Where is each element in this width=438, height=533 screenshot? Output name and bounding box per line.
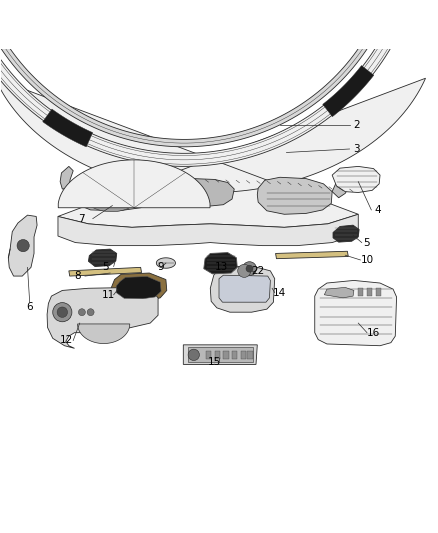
Polygon shape [58,214,358,246]
Polygon shape [58,160,210,208]
Text: 6: 6 [26,302,33,312]
Polygon shape [8,215,37,276]
Bar [206,351,211,359]
Circle shape [53,303,72,322]
Text: 8: 8 [74,271,81,281]
Polygon shape [0,78,426,228]
Text: 13: 13 [215,262,228,271]
Polygon shape [315,280,396,346]
Polygon shape [156,258,176,268]
Polygon shape [111,273,167,301]
Polygon shape [0,4,409,166]
Circle shape [17,239,29,252]
Text: 5: 5 [364,238,370,247]
Circle shape [78,309,85,316]
Text: 14: 14 [273,288,286,297]
Circle shape [188,349,199,360]
Text: 22: 22 [251,266,265,276]
Bar [376,288,381,296]
Polygon shape [116,277,161,298]
Polygon shape [0,6,388,147]
Polygon shape [88,249,117,266]
Polygon shape [172,179,234,206]
Polygon shape [184,345,257,365]
Text: 9: 9 [157,262,163,271]
Polygon shape [82,175,141,212]
Polygon shape [324,287,354,298]
Bar [358,288,364,296]
Text: 12: 12 [60,335,73,345]
Text: 10: 10 [360,255,374,265]
Circle shape [87,309,94,316]
Text: 4: 4 [374,205,381,215]
Circle shape [238,264,251,277]
Text: 11: 11 [101,290,115,300]
Polygon shape [43,109,93,147]
Bar [223,351,229,359]
Polygon shape [69,268,141,276]
Text: 2: 2 [353,120,360,130]
Polygon shape [69,175,154,211]
Polygon shape [333,225,359,242]
Text: 3: 3 [353,144,360,154]
Polygon shape [210,266,275,312]
Bar [247,351,253,359]
Polygon shape [276,251,348,259]
Text: 7: 7 [78,214,85,224]
Polygon shape [332,166,380,192]
Polygon shape [47,287,158,349]
Text: 5: 5 [102,262,109,271]
Text: 16: 16 [367,328,380,337]
Polygon shape [219,275,270,302]
Circle shape [57,307,67,318]
Bar [241,351,246,359]
Polygon shape [204,253,237,274]
Polygon shape [257,177,332,214]
Bar [367,288,372,296]
Circle shape [243,262,256,276]
Polygon shape [78,324,130,344]
Bar [232,351,237,359]
Bar [215,351,220,359]
Polygon shape [323,66,374,117]
Bar [187,348,253,362]
Polygon shape [332,171,350,198]
Text: 15: 15 [208,357,221,367]
Polygon shape [60,166,73,189]
Circle shape [246,265,253,272]
